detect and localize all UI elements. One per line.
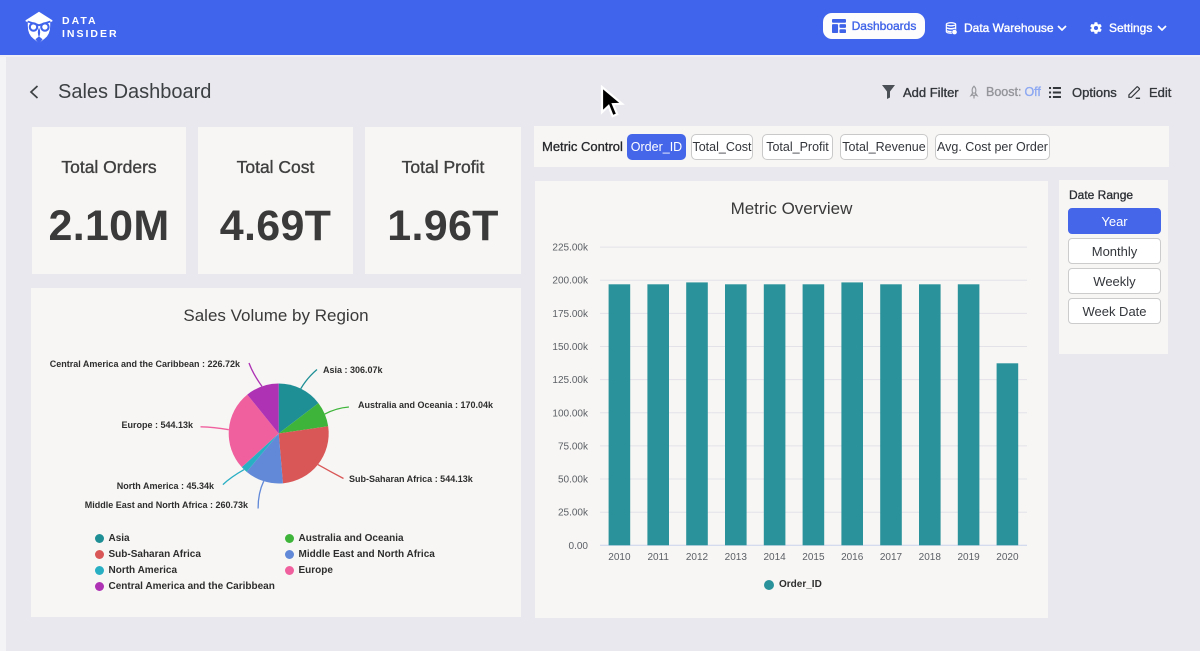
svg-text:100.00k: 100.00k <box>552 408 589 419</box>
svg-text:0.00: 0.00 <box>569 541 589 552</box>
svg-text:2015: 2015 <box>802 552 825 563</box>
svg-text:2014: 2014 <box>763 552 786 563</box>
svg-text:200.00k: 200.00k <box>552 276 589 287</box>
svg-text:175.00k: 175.00k <box>552 309 589 320</box>
svg-text:2013: 2013 <box>725 552 748 563</box>
svg-text:75.00k: 75.00k <box>558 441 589 452</box>
svg-text:2016: 2016 <box>841 552 864 563</box>
svg-text:2019: 2019 <box>957 552 980 563</box>
svg-text:225.00k: 225.00k <box>552 243 589 254</box>
svg-text:2018: 2018 <box>919 552 942 563</box>
svg-text:150.00k: 150.00k <box>552 342 589 353</box>
svg-text:2012: 2012 <box>686 552 709 563</box>
svg-text:125.00k: 125.00k <box>552 375 589 386</box>
svg-text:25.00k: 25.00k <box>558 508 589 519</box>
svg-text:50.00k: 50.00k <box>558 475 589 486</box>
svg-text:2011: 2011 <box>647 552 669 563</box>
svg-text:2020: 2020 <box>996 552 1019 563</box>
svg-text:2017: 2017 <box>880 552 903 563</box>
svg-text:2010: 2010 <box>608 552 631 563</box>
